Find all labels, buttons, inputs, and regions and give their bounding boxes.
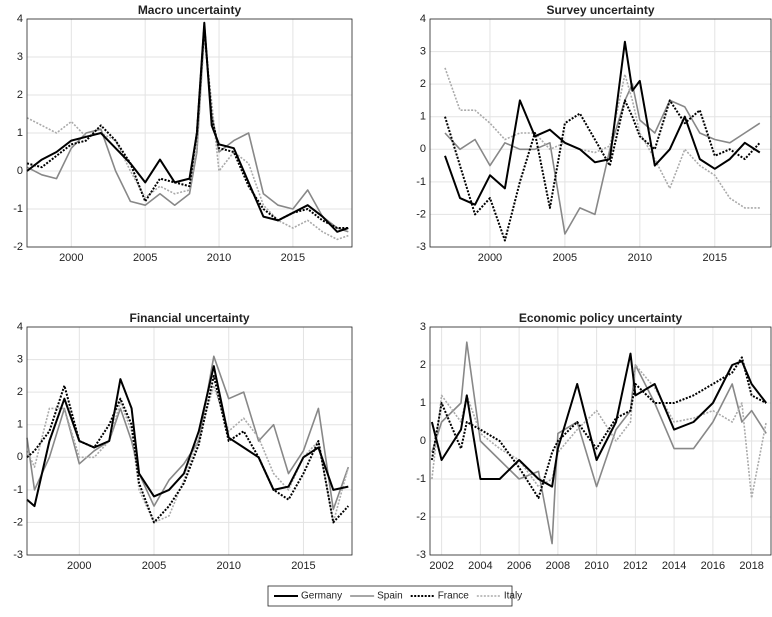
y-tick-label: -2 bbox=[416, 208, 426, 220]
x-tick-label: 2010 bbox=[628, 252, 652, 264]
x-tick-label: 2015 bbox=[281, 252, 305, 264]
y-tick-label: 2 bbox=[420, 78, 426, 90]
x-tick-label: 2010 bbox=[207, 252, 231, 264]
x-tick-label: 2012 bbox=[623, 560, 647, 572]
series-line bbox=[26, 29, 349, 233]
y-tick-label: 2 bbox=[420, 359, 426, 371]
x-tick-label: 2004 bbox=[468, 560, 492, 572]
legend: Germany Spain France Italy bbox=[267, 585, 522, 607]
x-tick-label: 2002 bbox=[429, 560, 453, 572]
chart-title: Survey uncertainty bbox=[546, 3, 654, 17]
x-tick-label: 2015 bbox=[703, 252, 727, 264]
chart-title: Economic policy uncertainty bbox=[519, 311, 683, 325]
series-line bbox=[444, 40, 761, 206]
y-tick-label: 4 bbox=[420, 13, 426, 25]
plot-frame bbox=[429, 18, 772, 248]
chart-title: Financial uncertainty bbox=[129, 311, 249, 325]
series-line bbox=[430, 356, 767, 499]
y-tick-label: 1 bbox=[17, 419, 23, 431]
y-tick-label: 4 bbox=[17, 321, 23, 333]
x-tick-label: 2018 bbox=[739, 560, 763, 572]
legend-label: Spain bbox=[377, 591, 403, 602]
y-tick-label: -1 bbox=[416, 473, 426, 485]
x-tick-label: 2000 bbox=[478, 252, 502, 264]
y-tick-label: 0 bbox=[420, 435, 426, 447]
y-tick-label: 3 bbox=[420, 45, 426, 57]
y-tick-label: -2 bbox=[13, 516, 23, 528]
series-line bbox=[430, 352, 767, 488]
y-tick-label: 4 bbox=[17, 13, 23, 25]
x-tick-label: 2006 bbox=[507, 560, 531, 572]
legend-label: Germany bbox=[301, 591, 342, 602]
y-tick-label: -2 bbox=[416, 511, 426, 523]
legend-label: Italy bbox=[504, 591, 522, 602]
x-tick-label: 2005 bbox=[142, 560, 166, 572]
x-tick-label: 2005 bbox=[133, 252, 157, 264]
y-tick-label: 1 bbox=[17, 127, 23, 139]
series-line bbox=[26, 384, 350, 524]
x-tick-label: 2015 bbox=[291, 560, 315, 572]
y-tick-label: -1 bbox=[13, 203, 23, 215]
chart-title: Macro uncertainty bbox=[138, 3, 242, 17]
series-line bbox=[444, 83, 761, 235]
legend-label: France bbox=[438, 591, 470, 602]
plot-frame bbox=[26, 326, 353, 556]
y-tick-label: -3 bbox=[416, 549, 426, 561]
y-tick-label: 3 bbox=[420, 321, 426, 333]
y-tick-label: -3 bbox=[416, 241, 426, 253]
y-tick-label: 0 bbox=[17, 451, 23, 463]
y-tick-label: -1 bbox=[416, 176, 426, 188]
plot-frame bbox=[26, 18, 353, 248]
y-tick-label: 1 bbox=[420, 397, 426, 409]
x-tick-label: 2010 bbox=[584, 560, 608, 572]
y-tick-label: 3 bbox=[17, 353, 23, 365]
x-tick-label: 2005 bbox=[553, 252, 577, 264]
x-tick-label: 2000 bbox=[67, 560, 91, 572]
series-line bbox=[431, 341, 767, 545]
x-tick-label: 2010 bbox=[216, 560, 240, 572]
y-tick-label: 0 bbox=[17, 165, 23, 177]
y-tick-label: 2 bbox=[17, 89, 23, 101]
series-line bbox=[444, 99, 761, 242]
y-tick-label: 0 bbox=[420, 143, 426, 155]
series-line bbox=[26, 365, 349, 508]
series-line bbox=[26, 21, 349, 233]
y-tick-label: 3 bbox=[17, 51, 23, 63]
plot-frame bbox=[429, 326, 772, 556]
x-tick-label: 2000 bbox=[59, 252, 83, 264]
series-line bbox=[431, 364, 767, 499]
y-tick-label: 2 bbox=[17, 386, 23, 398]
y-tick-label: -3 bbox=[13, 549, 23, 561]
x-tick-label: 2014 bbox=[662, 560, 686, 572]
y-tick-label: -1 bbox=[13, 484, 23, 496]
legend-box bbox=[267, 585, 513, 607]
y-tick-label: 1 bbox=[420, 111, 426, 123]
series-line bbox=[26, 355, 350, 511]
x-tick-label: 2016 bbox=[701, 560, 725, 572]
x-tick-label: 2008 bbox=[546, 560, 570, 572]
series-line bbox=[26, 37, 349, 241]
y-tick-label: -2 bbox=[13, 241, 23, 253]
plot-area bbox=[430, 19, 771, 247]
